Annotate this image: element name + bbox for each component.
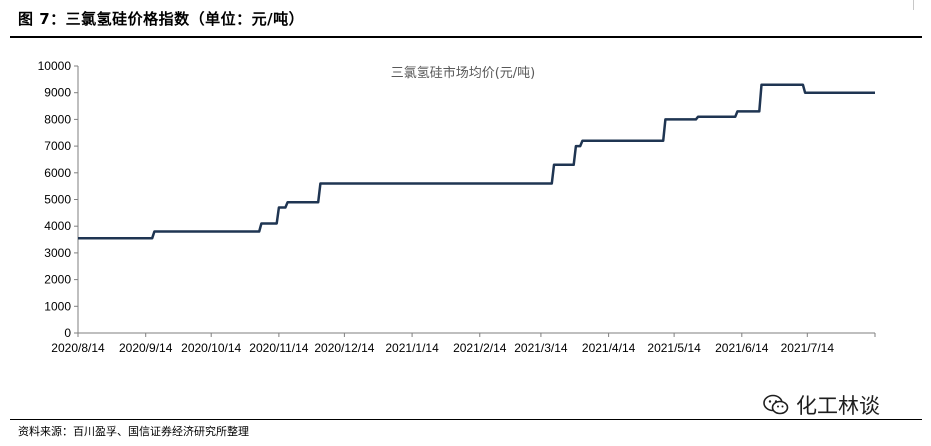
y-tick-label: 8000 bbox=[44, 112, 71, 126]
y-tick-label: 4000 bbox=[44, 219, 71, 233]
legend-label: 三氯氢硅市场均价(元/吨) bbox=[391, 65, 536, 81]
watermark: 化工林谈 bbox=[762, 390, 880, 420]
y-tick-label: 1000 bbox=[44, 299, 71, 313]
x-tick-label: 2021/4/14 bbox=[582, 341, 636, 355]
x-tick-label: 2020/11/14 bbox=[249, 341, 308, 355]
chart-axes bbox=[77, 66, 875, 334]
source-note: 资料来源：百川盈孚、国信证券经济研究所整理 bbox=[18, 425, 249, 438]
series-group bbox=[78, 83, 875, 240]
watermark-text: 化工林谈 bbox=[796, 394, 880, 418]
x-tick-label: 2020/9/14 bbox=[119, 341, 173, 355]
y-tick-label: 7000 bbox=[44, 139, 71, 153]
x-tick-label: 2021/3/14 bbox=[514, 341, 568, 355]
y-tick-label: 5000 bbox=[44, 193, 71, 207]
y-tick-label: 3000 bbox=[44, 246, 71, 260]
y-axis-ticks: 0 1000 2000 3000 4000 5000 6000 7000 8000 9000 100… bbox=[38, 59, 78, 340]
x-tick-label: 2021/6/14 bbox=[715, 341, 769, 355]
x-tick-label: 2021/7/14 bbox=[781, 341, 835, 355]
x-tick-label: 2021/1/14 bbox=[385, 341, 439, 355]
y-tick-label: 9000 bbox=[44, 86, 71, 100]
figure-title: 图 7：三氯氢硅价格指数（单位：元/吨） bbox=[18, 10, 305, 28]
title-rule bbox=[10, 36, 922, 38]
y-tick-label: 10000 bbox=[38, 59, 72, 73]
corner-tick bbox=[913, 0, 914, 10]
x-tick-label: 2020/10/14 bbox=[181, 341, 241, 355]
x-tick-label: 2020/8/14 bbox=[51, 341, 105, 355]
price-series-line bbox=[78, 83, 875, 240]
x-axis-ticks: 2020/8/14 2020/9/14 2020/10/14 2020/11/14 20… bbox=[51, 333, 876, 355]
y-tick-label: 0 bbox=[64, 326, 71, 340]
wechat-icon bbox=[763, 394, 789, 415]
y-tick-label: 6000 bbox=[44, 166, 71, 180]
source-rule bbox=[10, 419, 922, 420]
x-tick-label: 2020/12/14 bbox=[314, 341, 374, 355]
y-tick-label: 2000 bbox=[44, 273, 71, 287]
x-tick-label: 2021/5/14 bbox=[647, 341, 701, 355]
x-tick-label: 2021/2/14 bbox=[453, 341, 507, 355]
